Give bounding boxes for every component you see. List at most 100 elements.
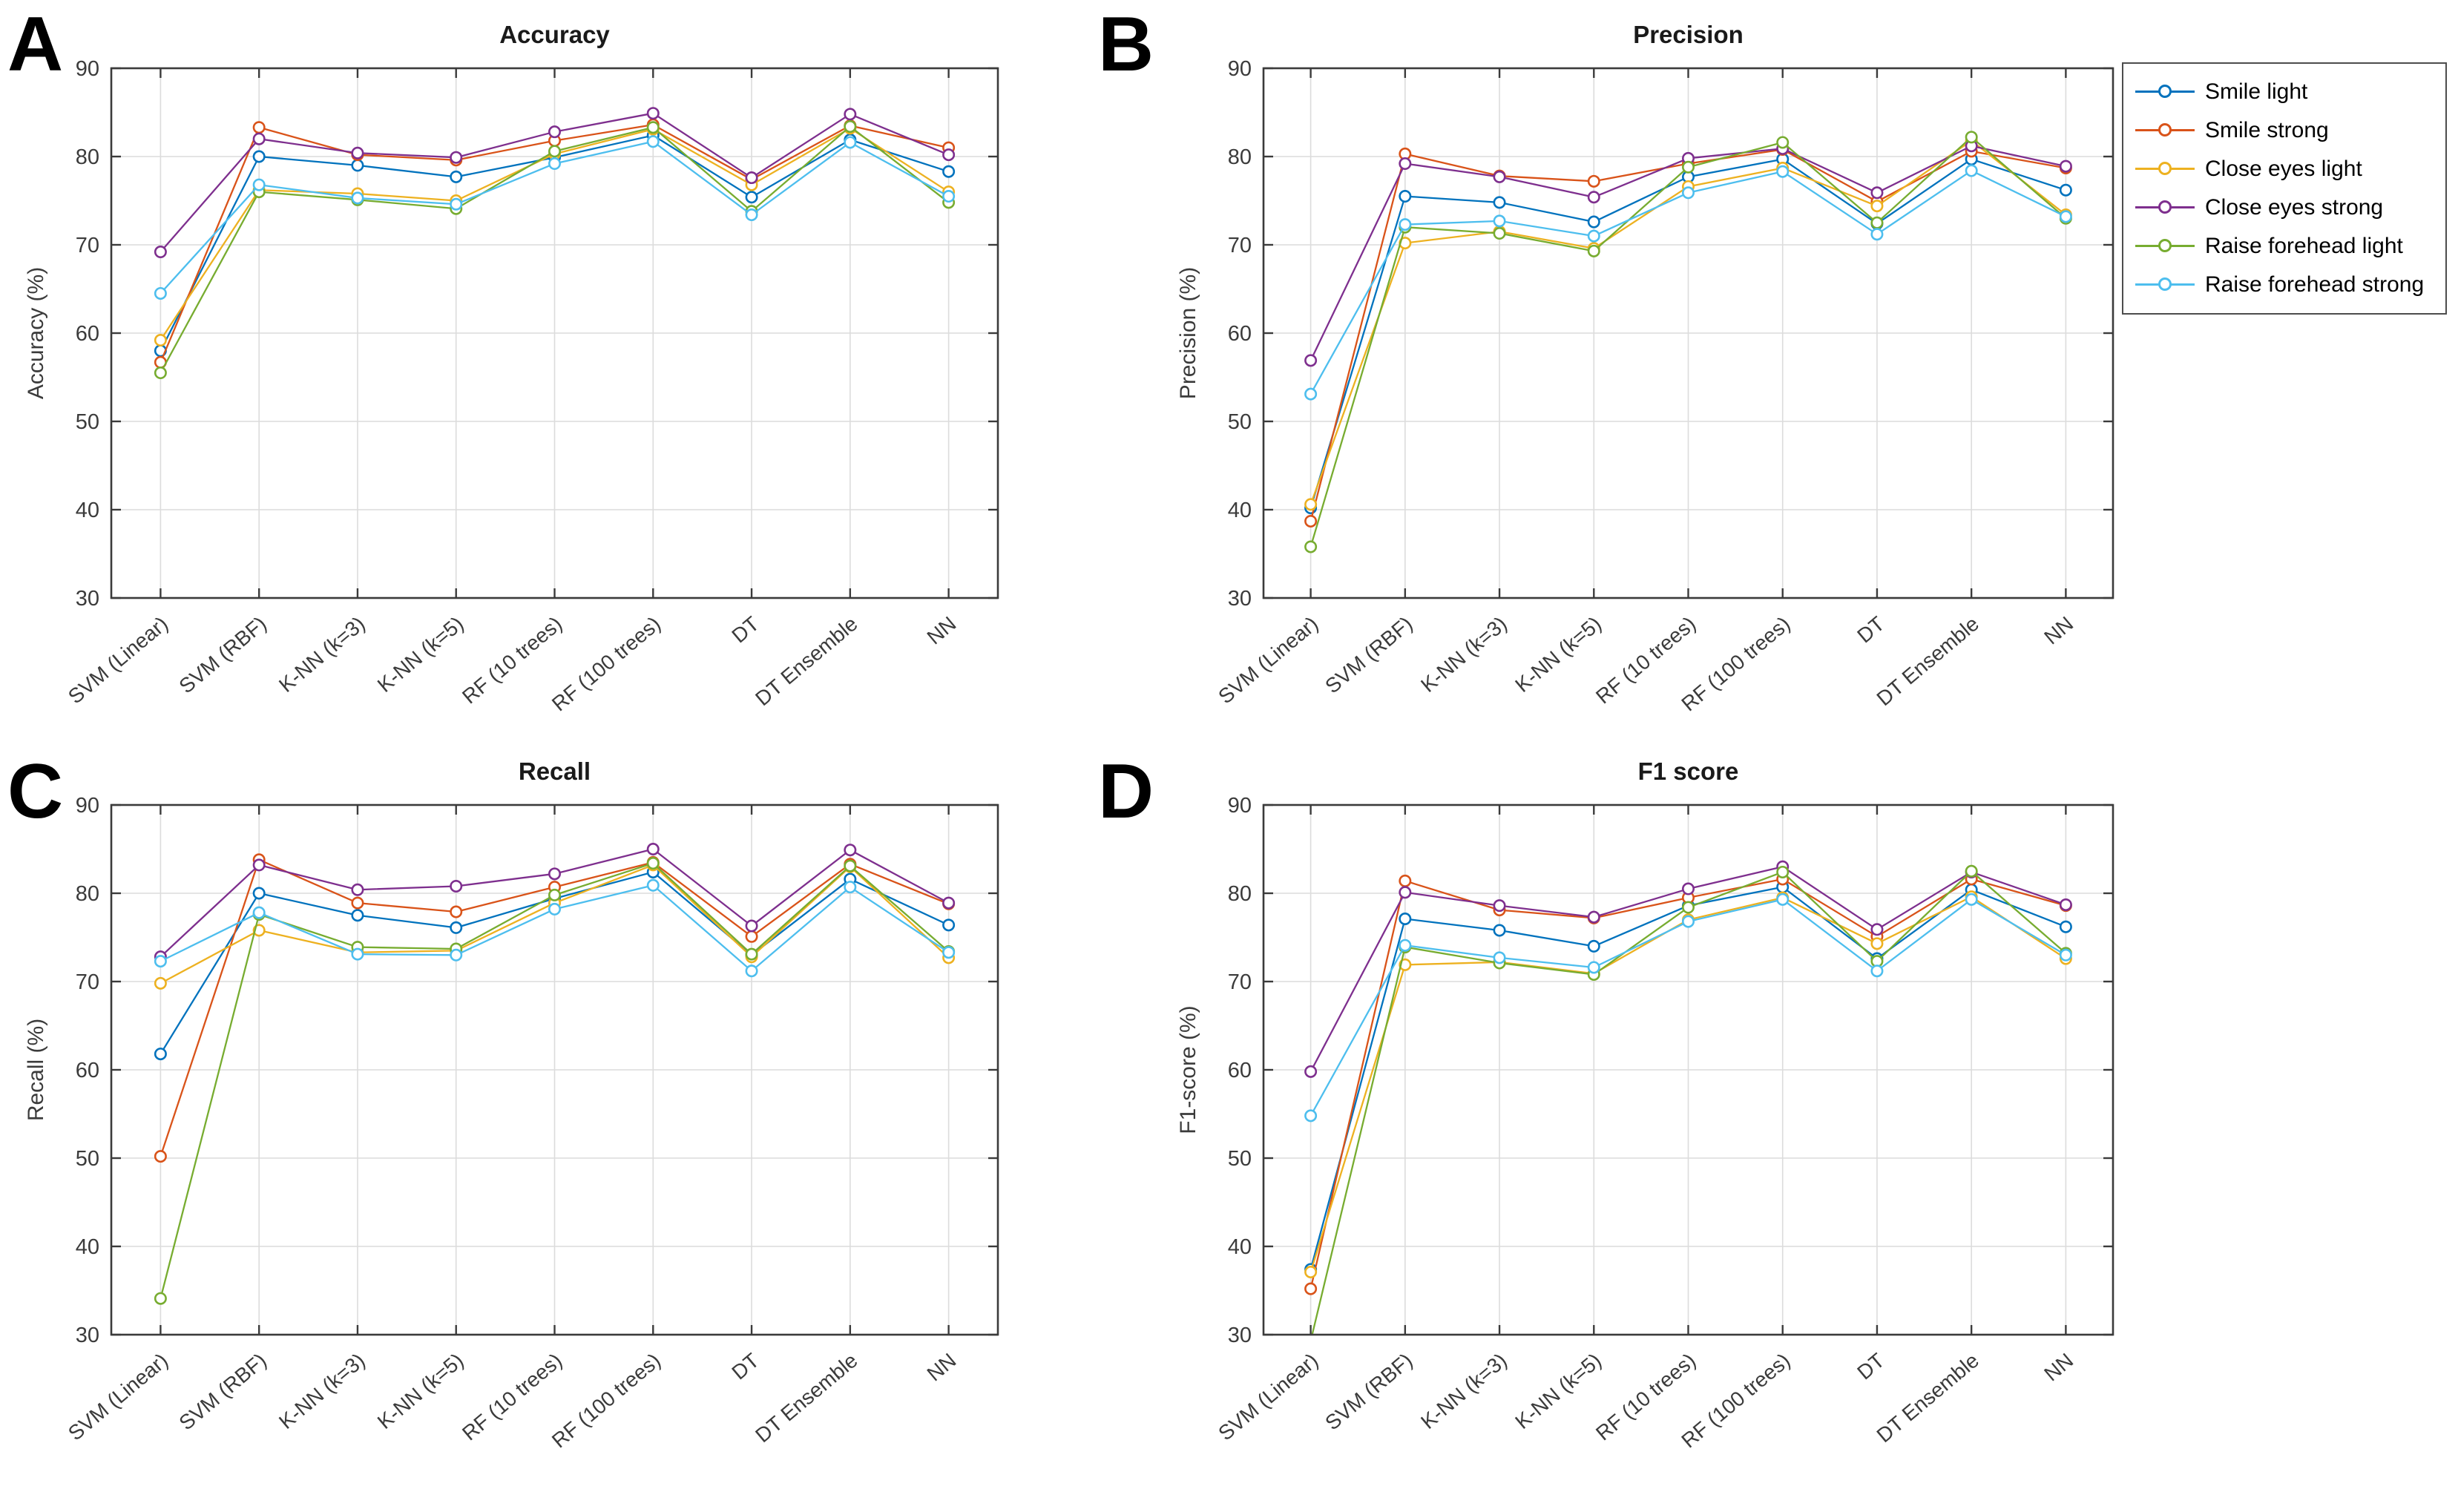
x-tick-label: DT — [727, 1349, 763, 1384]
data-point-marker — [154, 1150, 167, 1163]
data-point-marker — [1965, 864, 1978, 878]
chart-title-recall: Recall — [518, 757, 591, 785]
data-point-marker — [1399, 958, 1412, 971]
data-point-marker — [942, 190, 956, 203]
data-point-marker — [450, 948, 463, 962]
legend-line-marker-icon — [2135, 162, 2195, 175]
data-point-marker — [1304, 498, 1318, 511]
x-tick-label: SVM (Linear) — [64, 1349, 172, 1445]
data-point-marker — [646, 857, 660, 870]
data-point-marker — [548, 888, 561, 901]
y-axis-label: Accuracy (%) — [24, 267, 48, 399]
data-point-marker — [450, 170, 463, 183]
data-point-marker — [2059, 160, 2072, 173]
data-point-marker — [1587, 215, 1600, 229]
x-tick-label: DT Ensemble — [751, 612, 861, 710]
data-point-marker — [154, 1292, 167, 1305]
data-point-marker — [252, 858, 266, 872]
y-tick-label: 60 — [76, 322, 99, 346]
series-close-eyes-strong — [154, 843, 956, 964]
x-tick-label: K-NN (k=5) — [373, 612, 468, 697]
y-tick-label: 40 — [1228, 1235, 1252, 1259]
data-point-marker — [1587, 229, 1600, 243]
data-point-marker — [646, 878, 660, 892]
data-point-marker — [1304, 514, 1318, 527]
y-tick-label: 90 — [1228, 794, 1252, 818]
data-point-marker — [351, 883, 364, 896]
data-point-marker — [1493, 214, 1506, 228]
data-point-marker — [1682, 915, 1695, 928]
data-point-marker — [1399, 218, 1412, 231]
legend-line-marker-icon — [2135, 123, 2195, 137]
data-point-marker — [154, 286, 167, 300]
y-tick-label: 30 — [1228, 587, 1252, 611]
legend-label: Raise forehead light — [2205, 234, 2403, 258]
data-point-marker — [252, 887, 266, 900]
legend-item-close-eyes-light: Close eyes light — [2135, 150, 2441, 188]
x-tick-label: NN — [2040, 612, 2077, 649]
data-point-marker — [1682, 186, 1695, 200]
data-point-marker — [450, 151, 463, 164]
data-point-marker — [548, 125, 561, 139]
x-tick-label: RF (100 trees) — [548, 1349, 665, 1453]
data-point-marker — [1870, 228, 1884, 241]
data-point-marker — [646, 135, 660, 148]
data-point-marker — [1587, 910, 1600, 924]
data-point-marker — [1870, 937, 1884, 950]
data-point-marker — [450, 905, 463, 918]
series-raise-forehead-strong — [1304, 893, 2072, 1123]
series-raise-forehead-strong — [154, 135, 956, 300]
data-point-marker — [942, 918, 956, 932]
data-point-marker — [1682, 160, 1695, 174]
data-point-marker — [548, 145, 561, 158]
x-tick-label: SVM (RBF) — [174, 612, 271, 698]
data-point-marker — [1587, 191, 1600, 204]
y-tick-label: 60 — [1228, 1059, 1252, 1082]
y-tick-label: 40 — [76, 499, 99, 522]
data-point-marker — [1493, 951, 1506, 964]
data-point-marker — [548, 157, 561, 171]
legend-label: Close eyes strong — [2205, 195, 2384, 220]
legend-label: Raise forehead strong — [2205, 272, 2425, 297]
data-point-marker — [450, 879, 463, 893]
x-tick-label: DT Ensemble — [1873, 612, 1983, 710]
y-tick-label: 30 — [76, 587, 99, 611]
data-point-marker — [1870, 216, 1884, 229]
x-tick-label: K-NN (k=5) — [373, 1349, 468, 1433]
data-point-marker — [548, 867, 561, 881]
data-point-marker — [1304, 354, 1318, 367]
legend-item-raise-forehead-light: Raise forehead light — [2135, 227, 2441, 266]
data-point-marker — [1304, 1282, 1318, 1295]
data-point-marker — [2059, 898, 2072, 911]
data-point-marker — [1965, 131, 1978, 144]
y-tick-label: 50 — [1228, 1147, 1252, 1171]
data-point-marker — [745, 171, 758, 185]
data-point-marker — [745, 930, 758, 943]
y-tick-label: 70 — [76, 970, 99, 994]
data-point-marker — [1493, 196, 1506, 209]
x-tick-label: DT Ensemble — [751, 1349, 861, 1447]
data-point-marker — [154, 367, 167, 380]
y-tick-label: 50 — [76, 410, 99, 434]
x-tick-label: NN — [923, 612, 961, 649]
data-point-marker — [745, 208, 758, 222]
y-tick-label: 90 — [1228, 57, 1252, 81]
y-tick-label: 30 — [76, 1324, 99, 1347]
data-point-marker — [252, 121, 266, 134]
data-point-marker — [646, 107, 660, 120]
x-tick-label: SVM (RBF) — [1321, 1349, 1417, 1435]
data-point-marker — [844, 859, 857, 872]
x-tick-label: K-NN (k=5) — [1511, 612, 1606, 697]
data-point-marker — [1682, 901, 1695, 914]
x-tick-label: K-NN (k=3) — [275, 1349, 369, 1433]
legend-label: Close eyes light — [2205, 157, 2362, 181]
data-point-marker — [1776, 865, 1790, 878]
data-point-marker — [745, 964, 758, 978]
x-tick-label: DT — [727, 612, 763, 648]
legend-item-smile-light: Smile light — [2135, 73, 2441, 111]
data-point-marker — [1870, 200, 1884, 213]
y-axis-label: F1-score (%) — [1176, 1005, 1200, 1134]
